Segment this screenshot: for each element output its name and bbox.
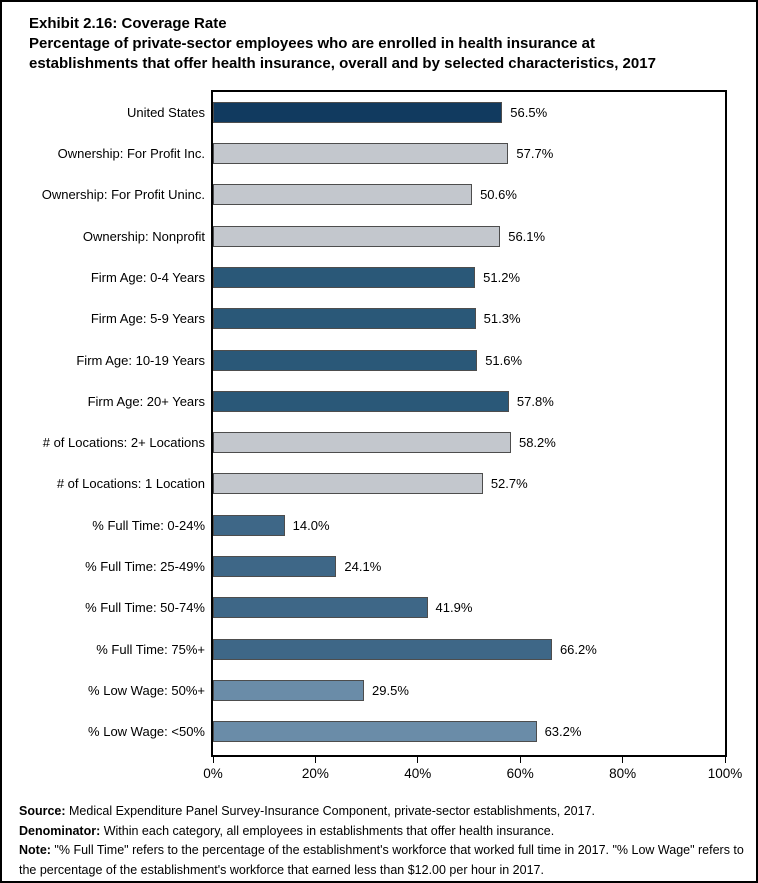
x-axis-tick-label: 100%: [707, 766, 743, 781]
bar-value-label: 24.1%: [344, 559, 382, 575]
bar-value-label: 56.1%: [508, 228, 546, 244]
x-axis-tick-label: 60%: [506, 766, 534, 781]
category-label: Firm Age: 0-4 Years: [90, 269, 205, 285]
category-label: % Low Wage: 50%+: [88, 683, 205, 699]
bar-value-label: 51.3%: [483, 311, 521, 327]
title-block: Exhibit 2.16: Coverage Rate Percentage o…: [29, 14, 697, 74]
footnotes: Source: Medical Expenditure Panel Survey…: [19, 802, 745, 880]
bar: [213, 349, 478, 371]
bar: [213, 266, 476, 288]
note-text: "% Full Time" refers to the percentage o…: [19, 843, 744, 877]
bar-value-label: 66.2%: [559, 641, 597, 657]
denominator-label: Denominator:: [19, 823, 101, 838]
denominator-note: Denominator: Within each category, all e…: [19, 822, 745, 842]
bar: [213, 184, 473, 206]
bar-value-label: 51.6%: [485, 352, 523, 368]
bar: [213, 473, 483, 495]
bar: [213, 390, 509, 412]
category-label: % Full Time: 25-49%: [85, 559, 205, 575]
chart-title: Exhibit 2.16: Coverage Rate: [29, 15, 227, 32]
bar: [213, 225, 501, 247]
bar: [213, 721, 537, 743]
bar: [213, 680, 365, 702]
category-label: Ownership: Nonprofit: [82, 228, 205, 244]
denominator-text: Within each category, all employees in e…: [100, 823, 555, 838]
note-note: Note: "% Full Time" refers to the percen…: [19, 841, 745, 880]
category-label: United States: [126, 104, 205, 120]
bar: [213, 308, 476, 330]
bar: [213, 638, 552, 660]
bar: [213, 101, 503, 123]
chart-subtitle: Percentage of private-sector employees w…: [29, 35, 656, 72]
source-text: Medical Expenditure Panel Survey-Insuran…: [65, 804, 595, 818]
x-axis-tick-label: 0%: [203, 766, 223, 781]
bar-value-label: 58.2%: [518, 435, 556, 451]
category-label: Ownership: For Profit Inc.: [57, 145, 205, 161]
category-label: Firm Age: 20+ Years: [87, 393, 205, 409]
bar-value-label: 41.9%: [435, 600, 473, 616]
category-label: Firm Age: 10-19 Years: [76, 352, 205, 368]
note-label: Note:: [19, 843, 51, 857]
bar-value-label: 63.2%: [544, 724, 582, 740]
bar: [213, 432, 511, 454]
category-label: # of Locations: 2+ Locations: [42, 435, 205, 451]
category-label: % Low Wage: <50%: [88, 724, 205, 740]
bar-value-label: 29.5%: [372, 683, 409, 699]
bar-value-label: 57.7%: [516, 145, 554, 161]
bar: [213, 142, 509, 164]
category-label: Ownership: For Profit Uninc.: [41, 187, 205, 203]
bar-value-label: 50.6%: [480, 187, 517, 203]
source-note: Source: Medical Expenditure Panel Survey…: [19, 802, 745, 822]
category-label: Firm Age: 5-9 Years: [90, 311, 205, 327]
x-axis-tick: [417, 755, 419, 763]
bar: [213, 514, 285, 536]
x-axis-tick-label: 20%: [301, 766, 329, 781]
category-label: # of Locations: 1 Location: [56, 476, 205, 492]
x-axis-tick: [519, 755, 521, 763]
category-label: % Full Time: 75%+: [96, 641, 205, 657]
bar-value-label: 52.7%: [490, 476, 528, 492]
x-axis-tick: [724, 755, 726, 763]
bar: [213, 597, 428, 619]
x-axis-tick: [212, 755, 214, 763]
bar-value-label: 57.8%: [516, 393, 554, 409]
x-axis-tick: [622, 755, 624, 763]
bar-value-label: 51.2%: [483, 269, 521, 285]
x-axis-tick: [314, 755, 316, 763]
x-axis-tick-label: 40%: [404, 766, 432, 781]
x-axis-tick-label: 80%: [609, 766, 637, 781]
bar: [213, 556, 337, 578]
bar-value-label: 14.0%: [292, 517, 330, 533]
source-label: Source:: [19, 804, 66, 818]
category-label: % Full Time: 0-24%: [92, 517, 205, 533]
category-label: % Full Time: 50-74%: [85, 600, 205, 616]
bar-value-label: 56.5%: [510, 104, 548, 120]
